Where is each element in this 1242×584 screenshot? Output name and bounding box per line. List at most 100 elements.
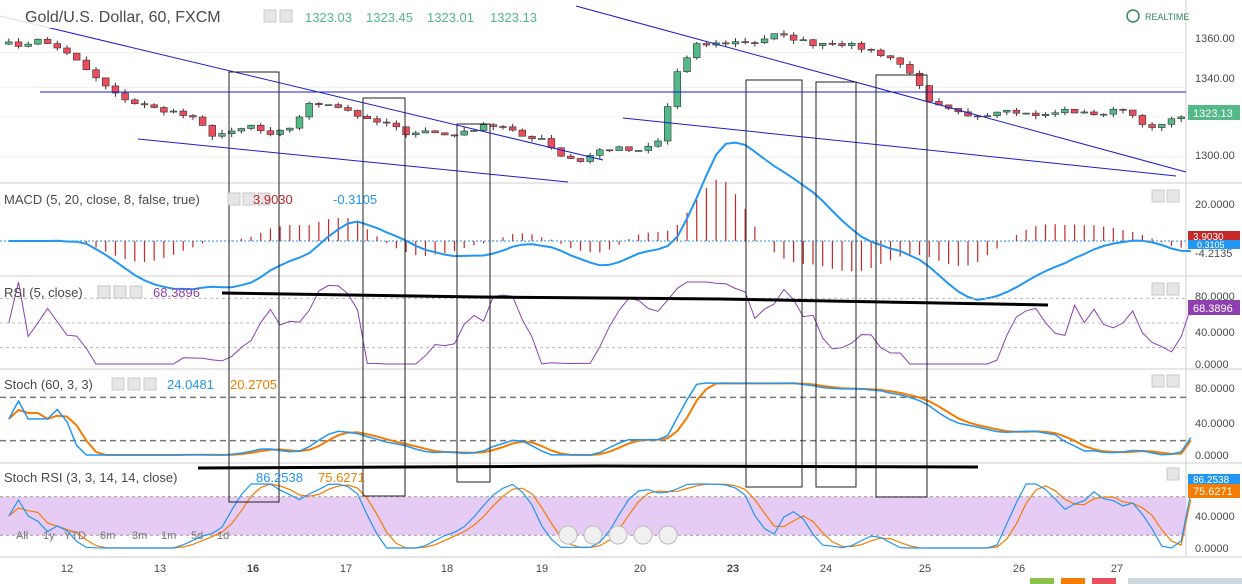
macd-collapse-icon[interactable] bbox=[1166, 189, 1180, 203]
toolbar-swatch[interactable] bbox=[1061, 578, 1085, 584]
macd-close-icon[interactable] bbox=[257, 192, 271, 206]
candle-body bbox=[605, 149, 614, 152]
stoch-label: Stoch (60, 3, 3) bbox=[4, 377, 93, 392]
range-button[interactable]: 5d bbox=[191, 530, 203, 542]
ohlc-close: 1323.13 bbox=[490, 10, 537, 25]
candle-body bbox=[567, 155, 575, 159]
stoch-settings-icon[interactable] bbox=[127, 377, 141, 391]
stochrsi-value-d: 75.6271 bbox=[318, 470, 365, 485]
zoom-out-icon[interactable] bbox=[583, 525, 603, 545]
rsi-maximize-icon[interactable] bbox=[1151, 282, 1165, 296]
candle-body bbox=[363, 115, 372, 119]
candle-body bbox=[24, 43, 32, 47]
candle-body bbox=[1012, 109, 1021, 114]
candle-body bbox=[334, 104, 342, 108]
candle-body bbox=[741, 41, 749, 43]
macd-maximize-icon[interactable] bbox=[1151, 189, 1165, 203]
macd-label: MACD (5, 20, close, 8, false, true) bbox=[4, 192, 200, 207]
scroll-left-icon[interactable] bbox=[558, 525, 578, 545]
candle-body bbox=[315, 103, 323, 106]
candle-body bbox=[111, 85, 120, 94]
candle-body bbox=[1003, 109, 1011, 113]
stoch-close-icon[interactable] bbox=[143, 377, 157, 391]
stochrsi-value-k: 86.2538 bbox=[256, 470, 303, 485]
candle-body bbox=[305, 103, 313, 118]
scroll-right-icon[interactable] bbox=[658, 525, 678, 545]
macd-settings-icon[interactable] bbox=[242, 192, 256, 206]
macd-line bbox=[8, 141, 1191, 301]
stoch-eye-icon[interactable] bbox=[111, 377, 125, 391]
candle-body bbox=[663, 106, 672, 142]
price-tick: 1300.00 bbox=[1195, 150, 1235, 162]
ohlc-low: 1323.01 bbox=[427, 10, 474, 25]
highlight-box bbox=[875, 74, 928, 498]
candle-body bbox=[586, 155, 594, 162]
candle-body bbox=[867, 49, 875, 51]
candle-body bbox=[644, 145, 652, 151]
drawings bbox=[0, 5, 1187, 503]
trend-line bbox=[622, 117, 1177, 177]
candle-body bbox=[1051, 112, 1059, 115]
candle-body bbox=[1158, 124, 1166, 128]
rsi-close-icon[interactable] bbox=[129, 285, 143, 299]
rsi-settings-icon[interactable] bbox=[113, 285, 127, 299]
candle-body bbox=[499, 126, 507, 128]
candle-body bbox=[983, 115, 992, 118]
toolbar-swatch[interactable] bbox=[1030, 578, 1054, 584]
range-button[interactable]: 6m bbox=[100, 530, 115, 542]
reset-icon[interactable] bbox=[608, 525, 628, 545]
settings-icon[interactable] bbox=[263, 9, 277, 23]
range-button[interactable]: 1d bbox=[217, 530, 229, 542]
last-price-tag bbox=[1188, 105, 1240, 120]
stoch-collapse-icon[interactable] bbox=[1166, 374, 1180, 388]
candle-body bbox=[925, 85, 933, 102]
time-tick: 27 bbox=[1111, 563, 1123, 575]
candle-body bbox=[896, 57, 904, 65]
candle-body bbox=[92, 69, 100, 79]
candle-body bbox=[227, 130, 236, 134]
stochrsi-tag-d-label: 75.6271 bbox=[1193, 486, 1233, 498]
zoom-in-icon[interactable] bbox=[633, 525, 653, 545]
candle-body bbox=[43, 38, 52, 44]
range-button[interactable]: 3m bbox=[132, 530, 147, 542]
candle-body bbox=[208, 125, 216, 137]
macd-axis-tick: 20.0000 bbox=[1195, 199, 1235, 211]
time-axis: 12 13 16 17 18 19 20 23 24 25 26 27 bbox=[61, 563, 1123, 575]
range-button[interactable]: YTD bbox=[64, 530, 86, 542]
stochrsi-collapse-icon[interactable] bbox=[1166, 467, 1180, 481]
candle-body bbox=[1119, 108, 1127, 111]
range-buttons: All 1y YTD 6m 3m 1m 5d 1d bbox=[16, 530, 229, 542]
candle-body bbox=[1061, 108, 1069, 114]
price-tick: 1360.00 bbox=[1195, 33, 1235, 45]
rsi-eye-icon[interactable] bbox=[97, 285, 111, 299]
candle-body bbox=[818, 42, 827, 46]
hide-icon[interactable] bbox=[279, 9, 293, 23]
candle-body bbox=[353, 110, 362, 117]
toolbar-swatch[interactable] bbox=[1092, 578, 1116, 584]
candle-body bbox=[615, 146, 623, 151]
candle-body bbox=[1090, 111, 1098, 116]
range-button[interactable]: 1y bbox=[43, 530, 55, 542]
candle-body bbox=[508, 126, 517, 131]
candle-body bbox=[72, 52, 81, 61]
candle-body bbox=[237, 128, 246, 132]
range-button[interactable]: 1m bbox=[161, 530, 176, 542]
highlight-box bbox=[228, 71, 280, 503]
highlight-box bbox=[815, 81, 857, 488]
candle-body bbox=[538, 138, 546, 140]
candle-body bbox=[760, 38, 769, 44]
stoch-rsi-series bbox=[0, 483, 1192, 549]
candle-body bbox=[915, 72, 924, 86]
realtime-icon bbox=[1126, 9, 1140, 23]
candle-body bbox=[731, 41, 740, 45]
stoch-maximize-icon[interactable] bbox=[1151, 374, 1165, 388]
stoch-k-line bbox=[8, 382, 1192, 456]
candle-body bbox=[82, 59, 91, 71]
candle-body bbox=[1177, 116, 1185, 120]
candle-body bbox=[828, 42, 837, 45]
macd-eye-icon[interactable] bbox=[227, 192, 241, 206]
rsi-collapse-icon[interactable] bbox=[1166, 282, 1180, 296]
range-button[interactable]: All bbox=[16, 530, 28, 542]
candle-body bbox=[421, 130, 430, 134]
